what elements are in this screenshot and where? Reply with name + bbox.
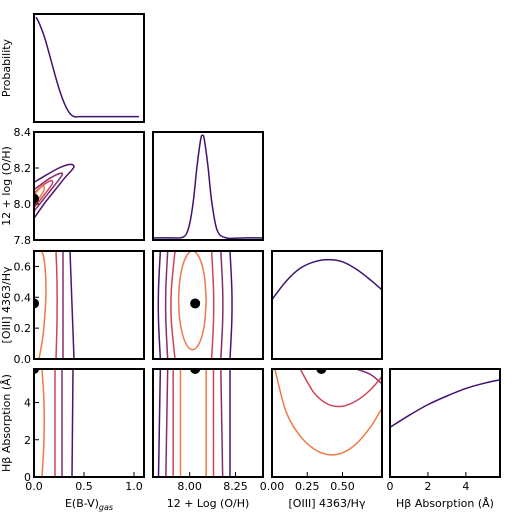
x-tick-label: 1.0 xyxy=(125,480,143,493)
y-tick-label: 7.8 xyxy=(14,234,32,247)
panel xyxy=(34,251,75,359)
panel-frame xyxy=(152,368,264,478)
x-tick-label: 0.25 xyxy=(295,480,320,493)
y-tick-label: 0.2 xyxy=(14,322,32,335)
contour-line xyxy=(274,369,382,456)
y-tick-label: 4 xyxy=(24,397,31,410)
x-axis-label-subscript: gas xyxy=(99,503,113,512)
y-axis-label: 12 + log (O/H) xyxy=(0,146,13,226)
panel-frame xyxy=(271,368,383,478)
best-fit-point xyxy=(34,369,39,374)
contour-line xyxy=(34,185,45,205)
x-tick-label: 0 xyxy=(387,480,394,493)
y-axis-label: Probability xyxy=(0,38,13,97)
contour-line xyxy=(356,369,382,385)
panel-frame xyxy=(389,368,501,478)
x-tick-label: 8.00 xyxy=(177,480,202,493)
y-axis-label: [OIII] 4363/Hγ xyxy=(0,266,13,343)
contour-line xyxy=(35,16,139,118)
best-fit-point xyxy=(190,298,201,309)
best-fit-point xyxy=(34,298,39,309)
contour-line xyxy=(170,251,215,359)
panel xyxy=(157,251,233,359)
x-axis-label: 12 + Log (O/H) xyxy=(167,497,250,510)
contour-line xyxy=(69,251,75,359)
best-fit-point xyxy=(34,193,39,204)
x-axis-label-main: E(B-V) xyxy=(65,497,99,510)
x-axis-label-main: 12 + Log (O/H) xyxy=(167,497,250,510)
panel-frame xyxy=(271,250,383,360)
panel-frame xyxy=(33,250,145,360)
x-tick-label: 0.5 xyxy=(75,480,93,493)
y-tick-label: 8.2 xyxy=(14,162,32,175)
panel xyxy=(390,379,500,428)
x-axis-label: [OIII] 4363/Hγ xyxy=(289,497,366,510)
panel xyxy=(34,163,75,219)
x-axis-label-main: [OIII] 4363/Hγ xyxy=(289,497,366,510)
y-tick-label: 0.6 xyxy=(14,260,32,273)
x-tick-label: 0.50 xyxy=(330,480,355,493)
contour-line xyxy=(172,369,215,477)
panel-frame xyxy=(33,368,145,478)
x-tick-label: 0.00 xyxy=(260,480,285,493)
contour-line xyxy=(157,369,231,477)
x-tick-label: 4 xyxy=(462,480,469,493)
y-tick-label: 0.4 xyxy=(14,291,32,304)
contour-line xyxy=(71,369,74,477)
panel xyxy=(153,134,263,240)
x-axis-label: E(B-V)gas xyxy=(65,497,113,512)
y-tick-label: 0.0 xyxy=(14,353,32,366)
contour-line xyxy=(165,369,224,477)
contour-line xyxy=(299,369,382,408)
y-tick-label: 0 xyxy=(24,471,31,484)
y-axis-label: Hβ Absorption (Å) xyxy=(0,374,13,472)
x-tick-label: 2 xyxy=(424,480,431,493)
x-tick-label: 8.25 xyxy=(223,480,248,493)
best-fit-point xyxy=(190,369,201,374)
y-tick-label: 8.4 xyxy=(14,126,32,139)
contour-line xyxy=(38,251,47,359)
y-tick-label: 2 xyxy=(24,434,31,447)
contour-line xyxy=(55,251,58,359)
contour-line xyxy=(179,369,207,477)
contour-line xyxy=(34,172,64,212)
contour-line xyxy=(164,251,224,359)
panel-frame xyxy=(152,131,264,241)
best-fit-point xyxy=(316,369,327,374)
contour-line xyxy=(34,163,75,219)
contour-line xyxy=(390,379,500,428)
panel-frame xyxy=(152,250,264,360)
contour-line xyxy=(177,251,207,351)
y-tick-label: 8.0 xyxy=(14,198,32,211)
contour-line xyxy=(41,369,45,477)
panel xyxy=(34,369,74,477)
contour-line xyxy=(157,251,233,359)
panel xyxy=(35,16,139,118)
x-axis-label-main: Hβ Absorption (Å) xyxy=(396,497,494,510)
x-axis-label: Hβ Absorption (Å) xyxy=(396,497,494,510)
panel xyxy=(274,369,382,456)
panel xyxy=(272,258,382,301)
panel-frame xyxy=(33,131,145,241)
x-tick-label: 0.0 xyxy=(25,480,43,493)
panel-frame xyxy=(33,13,145,123)
contour-line xyxy=(272,258,382,301)
panel xyxy=(157,369,231,477)
contour-line xyxy=(153,134,263,240)
